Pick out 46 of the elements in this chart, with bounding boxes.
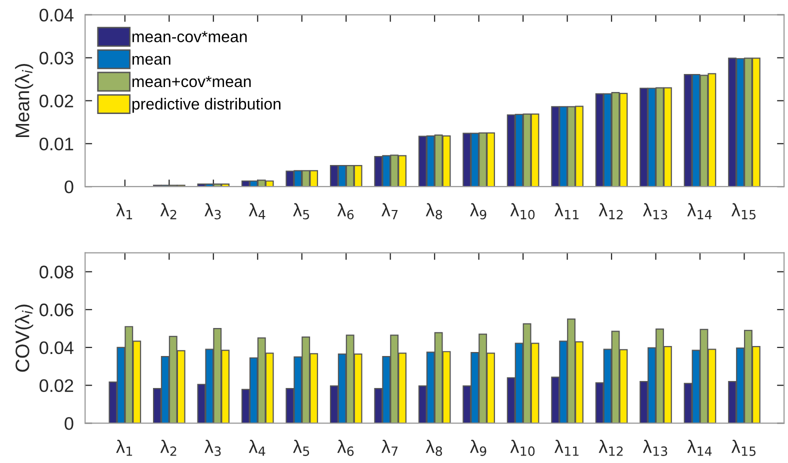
y-tick-label: 0.04 <box>40 8 74 22</box>
y-tick-label: 0.08 <box>40 266 74 278</box>
x-tick-label: λ$_{2}$ <box>160 440 176 456</box>
x-tick-label: λ$_{4}$ <box>248 203 266 220</box>
y-axis-title: COV(λ$_{i}$) <box>15 304 34 372</box>
y-tick-label: 0 <box>64 180 74 194</box>
x-tick-label: λ$_{3}$ <box>204 440 221 456</box>
x-tick-label: λ$_{12}$ <box>598 203 623 220</box>
x-tick-label: λ$_{15}$ <box>731 440 756 456</box>
x-tick-label: λ$_{13}$ <box>642 203 668 220</box>
y-tick-label: 0 <box>64 417 74 430</box>
x-tick-label: λ$_{4}$ <box>248 440 266 456</box>
x-tick-label: λ$_{1}$ <box>116 203 132 220</box>
x-tick-label: λ$_{9}$ <box>470 203 486 220</box>
y-tick-label: 0.06 <box>40 304 74 316</box>
x-tick-label: λ$_{14}$ <box>687 203 712 220</box>
x-tick-label: λ$_{9}$ <box>470 440 486 456</box>
x-tick-label: λ$_{3}$ <box>204 203 221 220</box>
x-tick-label: λ$_{8}$ <box>426 203 442 220</box>
y-tick-label: 0.03 <box>40 52 74 64</box>
x-tick-label: λ$_{7}$ <box>382 203 398 220</box>
x-tick-label: λ$_{1}$ <box>116 440 132 456</box>
x-tick-label: λ$_{12}$ <box>598 440 623 456</box>
legend-label: predictive distribution <box>132 98 280 113</box>
x-tick-label: λ$_{2}$ <box>160 203 176 220</box>
y-tick-label: 0.04 <box>40 341 74 354</box>
x-tick-label: λ$_{11}$ <box>554 203 578 220</box>
x-tick-label: λ$_{10}$ <box>510 440 535 456</box>
y-tick-label: 0.02 <box>40 94 74 108</box>
y-tick-label: 0.01 <box>40 138 74 150</box>
x-tick-label: λ$_{7}$ <box>382 440 398 456</box>
x-tick-label: λ$_{6}$ <box>337 203 354 220</box>
x-tick-label: λ$_{6}$ <box>337 440 354 456</box>
x-tick-label: λ$_{14}$ <box>687 440 712 456</box>
x-tick-label: λ$_{15}$ <box>731 203 756 220</box>
legend-label: mean-cov*mean <box>132 31 247 42</box>
legend-label: mean <box>132 56 170 65</box>
x-tick-label: λ$_{11}$ <box>554 440 578 456</box>
x-tick-label: λ$_{8}$ <box>426 440 442 456</box>
x-tick-label: λ$_{5}$ <box>293 203 310 220</box>
y-axis-title: Mean(λ$_{i}$) <box>15 64 34 138</box>
x-tick-label: λ$_{13}$ <box>642 440 668 456</box>
x-tick-label: λ$_{10}$ <box>510 203 535 220</box>
legend-label: mean+cov*mean <box>132 76 251 88</box>
y-tick-label: 0.02 <box>40 379 74 392</box>
x-tick-label: λ$_{5}$ <box>293 440 310 456</box>
